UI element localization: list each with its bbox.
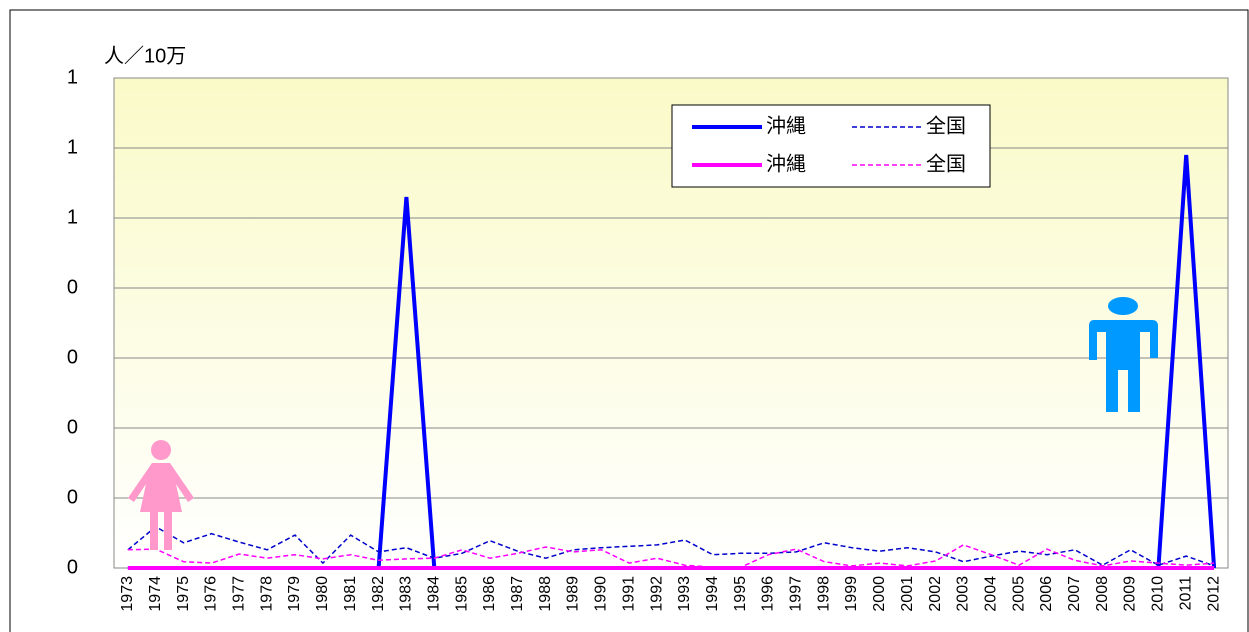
x-tick-label: 2005 bbox=[1010, 576, 1027, 612]
x-tick-label: 1974 bbox=[147, 576, 164, 612]
y-tick-label: 1 bbox=[67, 206, 78, 228]
x-tick-label: 2012 bbox=[1205, 576, 1222, 612]
x-tick-label: 2010 bbox=[1150, 576, 1167, 612]
x-tick-label: 1978 bbox=[258, 576, 275, 612]
legend bbox=[671, 104, 991, 188]
x-tick-label: 1990 bbox=[593, 576, 610, 612]
x-tick-label: 1981 bbox=[342, 576, 359, 612]
x-tick-label: 1999 bbox=[843, 576, 860, 612]
x-tick-label: 1989 bbox=[565, 576, 582, 612]
x-tick-label: 2004 bbox=[982, 576, 999, 612]
legend-label: 沖縄 bbox=[766, 114, 806, 137]
series-line bbox=[127, 544, 1215, 569]
female-icon bbox=[128, 440, 194, 550]
x-tick-label: 2007 bbox=[1066, 576, 1083, 612]
x-tick-label: 2006 bbox=[1038, 576, 1055, 612]
x-tick-label: 2003 bbox=[955, 576, 972, 612]
x-tick-label: 2001 bbox=[899, 576, 916, 612]
x-tick-label: 2002 bbox=[927, 576, 944, 612]
x-tick-label: 1996 bbox=[760, 576, 777, 612]
male-icon bbox=[1089, 297, 1158, 412]
x-tick-label: 1987 bbox=[509, 576, 526, 612]
legend-label: 全国 bbox=[926, 152, 966, 175]
x-tick-label: 1993 bbox=[676, 576, 693, 612]
x-tick-label: 1998 bbox=[815, 576, 832, 612]
frame bbox=[9, 9, 1249, 632]
x-tick-label: 1975 bbox=[175, 576, 192, 612]
x-tick-label: 1985 bbox=[453, 576, 470, 612]
x-tick-label: 1991 bbox=[620, 576, 637, 612]
y-tick-label: 0 bbox=[67, 416, 78, 438]
x-tick-label: 1983 bbox=[398, 576, 415, 612]
x-tick-label: 1997 bbox=[788, 576, 805, 612]
y-tick-label: 0 bbox=[67, 276, 78, 298]
x-tick-label: 2008 bbox=[1094, 576, 1111, 612]
y-tick-label: 0 bbox=[67, 556, 78, 578]
x-tick-label: 1992 bbox=[648, 576, 665, 612]
y-tick-label: 1 bbox=[67, 136, 78, 158]
plot-area bbox=[113, 77, 1229, 569]
legend-label: 沖縄 bbox=[766, 152, 806, 175]
y-tick-label: 0 bbox=[67, 486, 78, 508]
x-tick-label: 2009 bbox=[1122, 576, 1139, 612]
x-tick-label: 1977 bbox=[231, 576, 248, 612]
x-tick-label: 1995 bbox=[732, 576, 749, 612]
y-tick-label: 0 bbox=[67, 346, 78, 368]
y-axis-label: 人／10万 bbox=[104, 44, 186, 67]
x-tick-label: 1986 bbox=[481, 576, 498, 612]
x-tick-label: 1979 bbox=[286, 576, 303, 612]
x-tick-label: 1982 bbox=[370, 576, 387, 612]
x-tick-label: 1988 bbox=[537, 576, 554, 612]
series-line bbox=[127, 525, 1215, 567]
legend-label: 全国 bbox=[926, 114, 966, 137]
x-tick-label: 1976 bbox=[203, 576, 220, 612]
x-tick-label: 2000 bbox=[871, 576, 888, 612]
x-tick-label: 1984 bbox=[425, 576, 442, 612]
x-tick-label: 1994 bbox=[704, 576, 721, 612]
y-tick-label: 1 bbox=[67, 66, 78, 88]
x-tick-label: 2011 bbox=[1177, 576, 1194, 611]
x-tick-label: 1973 bbox=[119, 576, 136, 612]
x-tick-label: 1980 bbox=[314, 576, 331, 612]
